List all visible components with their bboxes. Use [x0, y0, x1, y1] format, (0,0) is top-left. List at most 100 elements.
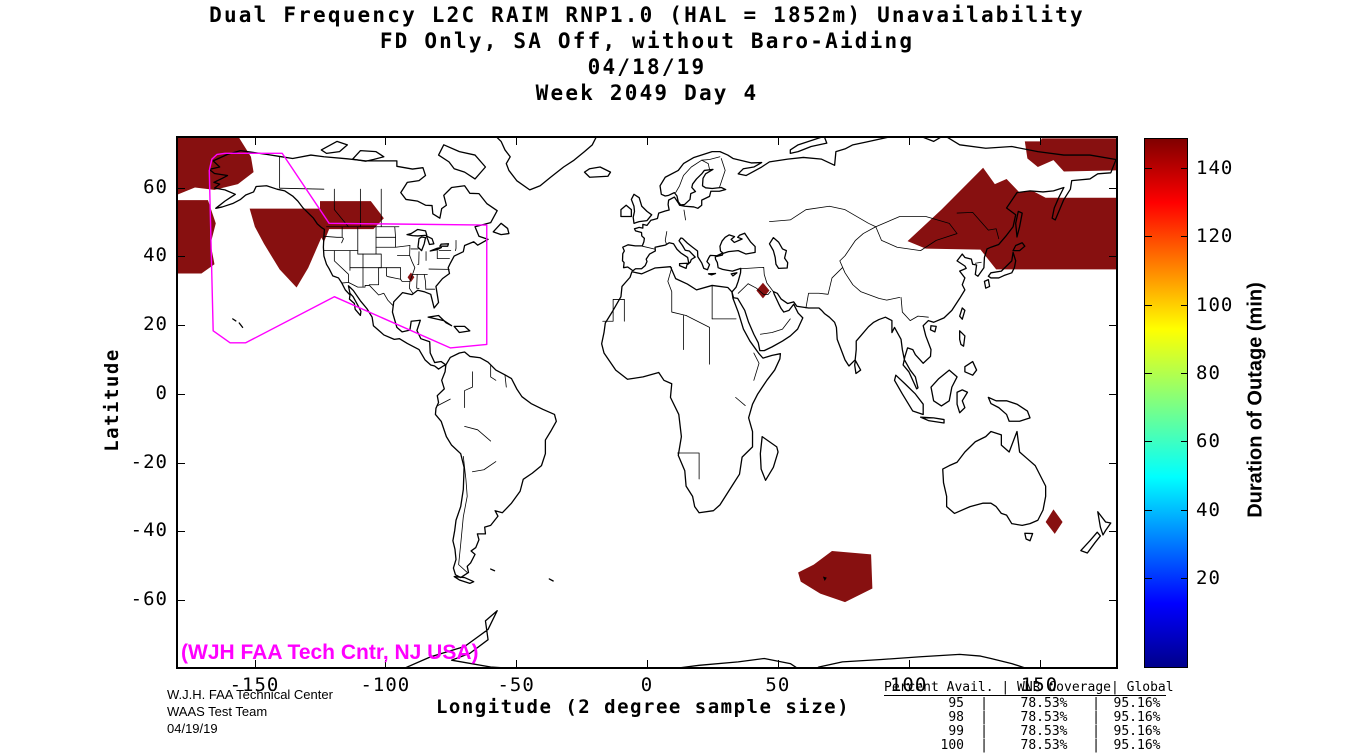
country-border [472, 462, 495, 472]
country-border [437, 399, 450, 406]
availability-table-row: 99|78.53%|95.16% [884, 725, 1166, 738]
country-border [603, 299, 625, 321]
y-tick-label: 20 [98, 313, 168, 335]
footer-line-3: 04/19/19 [167, 720, 333, 737]
coastline [708, 273, 715, 274]
x-tick-label: -50 [471, 674, 561, 696]
country-border [668, 268, 686, 316]
global-coverage-value: 95.16% [1108, 697, 1166, 710]
colorbar-tick-label: 20 [1196, 567, 1221, 589]
percent-avail-value: 99 [884, 725, 964, 738]
coastline [321, 141, 347, 153]
column-separator: | [1084, 697, 1108, 710]
y-axis-label: Latitude [101, 348, 123, 452]
coastline [209, 151, 497, 369]
colorbar-tick-label: 100 [1196, 294, 1233, 316]
y-tick-label: -60 [98, 588, 168, 610]
x-tick-label: 0 [602, 674, 692, 696]
x-tickmark [1040, 660, 1041, 667]
colorbar-tickmark [1181, 441, 1188, 442]
x-axis-label: Longitude (2 degree sample size) [436, 696, 850, 718]
y-tickmark [1109, 600, 1116, 601]
colorbar-tick-label: 120 [1196, 225, 1233, 247]
country-border [719, 158, 725, 187]
country-border [840, 227, 900, 300]
coastline [602, 267, 781, 513]
y-tickmark [178, 394, 185, 395]
country-border [369, 254, 381, 285]
coastline [930, 326, 936, 332]
wnr-coverage-value: 78.53% [1004, 711, 1084, 724]
country-border [901, 297, 928, 320]
coastline [440, 244, 449, 246]
y-tick-label: 40 [98, 244, 168, 266]
column-separator: | [964, 697, 1004, 710]
column-separator: | [1084, 725, 1108, 738]
outage-region-pacific-northwest-montana [320, 201, 384, 242]
coastline [921, 417, 944, 423]
wnr-coverage-value: 78.53% [1004, 725, 1084, 738]
colorbar-tickmark [1145, 373, 1152, 374]
coastline [428, 315, 451, 325]
coastline [439, 145, 486, 179]
country-border [401, 268, 410, 282]
coastline [426, 236, 434, 245]
y-tickmark [1109, 531, 1116, 532]
country-border [459, 456, 468, 572]
coastline [769, 238, 787, 269]
footer-credits: W.J.H. FAA Technical Center WAAS Test Te… [167, 686, 333, 737]
x-tickmark [647, 138, 648, 145]
country-border [417, 275, 419, 289]
country-border [642, 246, 655, 249]
availability-table-row: 95|78.53%|95.16% [884, 697, 1166, 710]
colorbar-tickmark [1181, 236, 1188, 237]
figure-title: Dual Frequency L2C RAIM RNP1.0 (HAL = 18… [176, 2, 1118, 106]
colorbar-tickmark [1145, 441, 1152, 442]
y-tick-label: -20 [98, 451, 168, 473]
country-border [741, 267, 774, 291]
column-separator: | [1084, 739, 1108, 752]
country-border [324, 236, 341, 237]
coastline [435, 352, 556, 578]
country-border [280, 188, 324, 189]
footer-line-1: W.J.H. FAA Technical Center [167, 686, 333, 703]
coastline [988, 397, 1030, 421]
coastline [491, 569, 495, 571]
country-border [769, 206, 875, 226]
x-tick-label: -100 [340, 674, 430, 696]
title-line-3: 04/18/19 [176, 54, 1118, 80]
coastline [621, 205, 631, 216]
x-tickmark [1040, 138, 1041, 145]
country-border [684, 210, 686, 220]
y-tickmark [178, 256, 185, 257]
x-tickmark [909, 660, 910, 667]
availability-table-header: Percent Avail. | WNR Coverage| Global [884, 681, 1166, 696]
column-separator: | [964, 725, 1004, 738]
y-tickmark [1109, 188, 1116, 189]
coastline [407, 229, 427, 235]
percent-avail-value: 100 [884, 739, 964, 752]
colorbar-tickmark [1145, 168, 1152, 169]
y-tickmark [1109, 325, 1116, 326]
coastline [1025, 533, 1033, 541]
y-tickmark [178, 325, 185, 326]
y-tickmark [1109, 256, 1116, 257]
global-coverage-value: 95.16% [1108, 725, 1166, 738]
y-tickmark [1109, 463, 1116, 464]
y-tickmark [178, 188, 185, 189]
coastline [760, 437, 778, 481]
footer-line-2: WAAS Test Team [167, 703, 333, 720]
country-border [505, 375, 506, 387]
country-border [702, 160, 710, 169]
colorbar-tickmark [1181, 373, 1188, 374]
outage-region-missouri-spot [408, 272, 415, 282]
wnr-coverage-value: 78.53% [1004, 697, 1084, 710]
y-tickmark [178, 600, 185, 601]
coastline [984, 280, 989, 289]
colorbar-tickmark [1181, 168, 1188, 169]
coastline [549, 579, 553, 581]
wnr-coverage-value: 78.53% [1004, 739, 1084, 752]
coastline [1081, 532, 1101, 553]
coastline [470, 138, 598, 190]
coastline [960, 331, 965, 346]
